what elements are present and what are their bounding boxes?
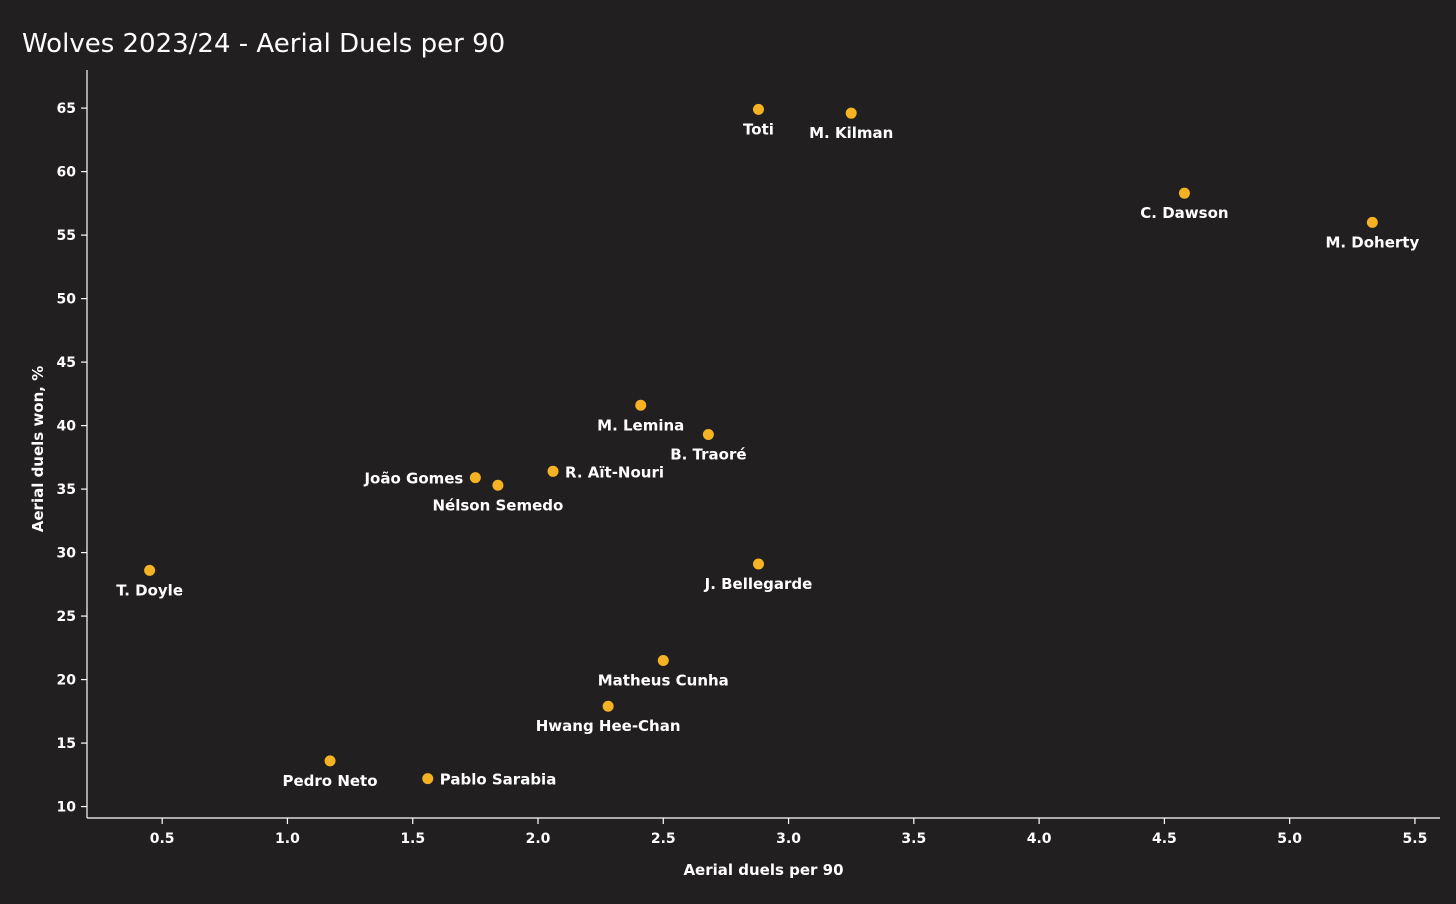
y-tick-label: 30 bbox=[57, 546, 77, 562]
chart-title: Wolves 2023/24 - Aerial Duels per 90 bbox=[22, 29, 505, 59]
point-label: Pablo Sarabia bbox=[440, 771, 557, 789]
data-point bbox=[144, 564, 156, 576]
data-point bbox=[702, 428, 714, 440]
data-point bbox=[752, 103, 764, 115]
y-tick-label: 10 bbox=[57, 800, 77, 816]
y-tick-label: 65 bbox=[57, 101, 76, 117]
y-tick-label: 40 bbox=[57, 419, 77, 435]
data-point bbox=[547, 465, 559, 477]
data-point bbox=[752, 558, 764, 570]
data-point bbox=[469, 472, 481, 484]
y-tick-label: 45 bbox=[57, 355, 76, 371]
point-label: M. Lemina bbox=[597, 416, 684, 434]
data-point bbox=[324, 755, 336, 767]
data-point bbox=[657, 655, 669, 667]
x-tick-label: 5.0 bbox=[1277, 831, 1302, 847]
point-label: J. Bellegarde bbox=[704, 575, 813, 593]
x-tick-label: 1.5 bbox=[400, 831, 425, 847]
data-point bbox=[492, 479, 504, 491]
data-point bbox=[1366, 216, 1378, 228]
y-tick-label: 25 bbox=[57, 609, 76, 625]
data-point bbox=[602, 700, 614, 712]
point-label: Nélson Semedo bbox=[432, 496, 563, 514]
x-tick-label: 4.5 bbox=[1152, 831, 1177, 847]
y-tick-label: 15 bbox=[57, 736, 76, 752]
data-point bbox=[845, 107, 857, 119]
data-point bbox=[1178, 187, 1190, 199]
data-point bbox=[635, 399, 647, 411]
y-tick-label: 55 bbox=[57, 228, 76, 244]
x-tick-label: 5.5 bbox=[1403, 831, 1428, 847]
point-label: Toti bbox=[743, 120, 774, 138]
x-tick-label: 0.5 bbox=[150, 831, 175, 847]
point-label: M. Doherty bbox=[1325, 233, 1419, 251]
point-label: B. Traoré bbox=[670, 445, 746, 463]
y-tick-label: 20 bbox=[57, 673, 77, 689]
point-label: Matheus Cunha bbox=[598, 672, 729, 690]
data-points: Toti M. Kilman C. Dawson M. Doherty M. Lemin… bbox=[116, 103, 1419, 790]
x-tick-label: 1.0 bbox=[275, 831, 300, 847]
axes: 0.5 1.0 1.5 2.0 2.5 3.0 3.5 4.0 4.5 5.0 5.5 10 15 20 2… bbox=[57, 70, 1440, 847]
point-label: R. Aït-Nouri bbox=[565, 463, 664, 481]
x-tick-label: 2.5 bbox=[651, 831, 676, 847]
x-tick-label: 4.0 bbox=[1027, 831, 1052, 847]
y-tick-label: 60 bbox=[57, 165, 77, 181]
x-tick-label: 2.0 bbox=[526, 831, 551, 847]
point-label: C. Dawson bbox=[1140, 204, 1228, 222]
x-axis-label: Aerial duels per 90 bbox=[683, 861, 843, 879]
point-label: Pedro Neto bbox=[283, 772, 378, 790]
point-label: João Gomes bbox=[363, 470, 463, 488]
point-label: Hwang Hee-Chan bbox=[536, 717, 681, 735]
point-label: M. Kilman bbox=[809, 124, 893, 142]
y-axis-label: Aerial duels won, % bbox=[29, 366, 47, 532]
y-tick-label: 50 bbox=[57, 292, 77, 308]
point-label: T. Doyle bbox=[116, 581, 183, 599]
data-point bbox=[422, 773, 434, 785]
x-tick-label: 3.0 bbox=[776, 831, 801, 847]
y-tick-label: 35 bbox=[57, 482, 76, 498]
x-tick-label: 3.5 bbox=[901, 831, 926, 847]
